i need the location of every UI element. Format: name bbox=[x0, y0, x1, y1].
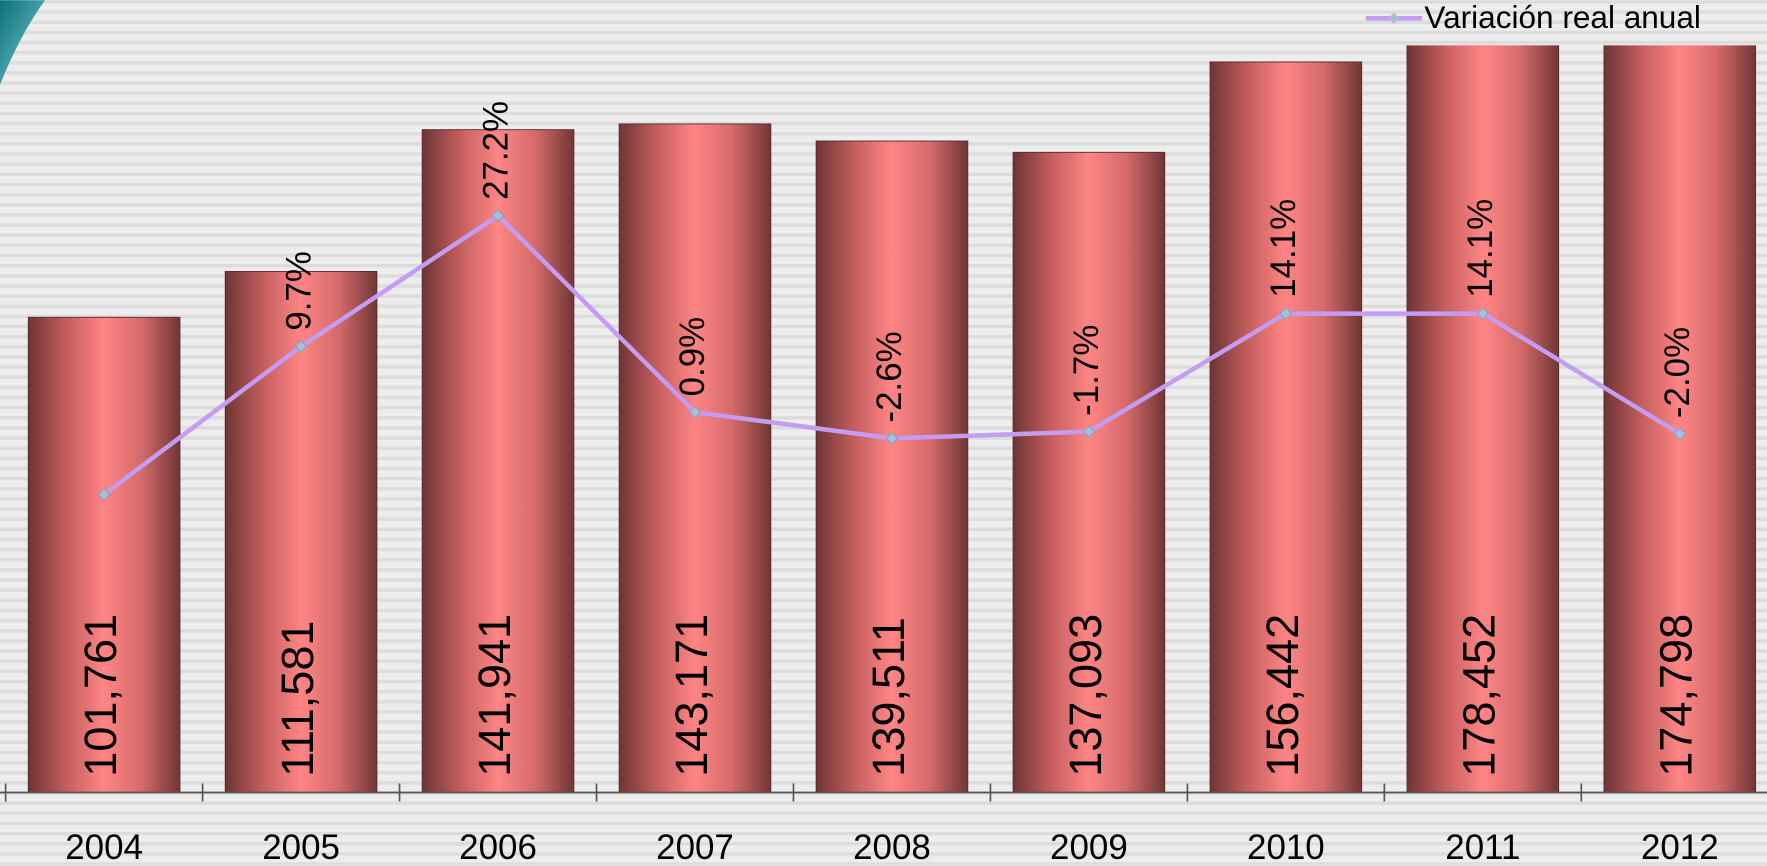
x-tick-label: 2009 bbox=[1050, 828, 1128, 866]
bar-value-label: 143,171 bbox=[666, 614, 717, 777]
bar bbox=[1406, 45, 1560, 793]
line-marker bbox=[1476, 307, 1490, 320]
corner-decoration bbox=[0, 0, 46, 85]
bar bbox=[1012, 151, 1166, 793]
x-tick-label: 2008 bbox=[853, 828, 931, 866]
bar bbox=[815, 140, 969, 793]
line-value-label: -2.6% bbox=[870, 331, 909, 422]
bar-value-label: 174,798 bbox=[1651, 614, 1702, 777]
line-value-label: -1.7% bbox=[1067, 325, 1106, 416]
line-marker bbox=[885, 431, 899, 445]
line-value-label: -2.0% bbox=[1658, 327, 1697, 418]
line-marker bbox=[294, 340, 308, 353]
bar-value-label: 111,581 bbox=[272, 621, 323, 777]
bar-value-label: 156,442 bbox=[1257, 614, 1308, 777]
line-value-label: 9.7% bbox=[279, 251, 318, 331]
bar bbox=[1603, 45, 1757, 793]
line-value-label: 14.1% bbox=[1264, 199, 1303, 298]
bar bbox=[224, 270, 378, 793]
line-value-label: 27.2% bbox=[476, 101, 515, 200]
bar bbox=[27, 316, 181, 793]
bar-value-label: 141,941 bbox=[469, 614, 520, 777]
line-marker bbox=[491, 209, 505, 223]
line-marker bbox=[1673, 427, 1687, 441]
bar bbox=[1209, 61, 1363, 793]
bar-value-label: 137,093 bbox=[1060, 614, 1111, 777]
x-tick-label: 2006 bbox=[459, 828, 537, 866]
bar-value-label: 101,761 bbox=[75, 614, 126, 777]
x-tick-label: 2012 bbox=[1641, 828, 1719, 866]
line-marker bbox=[97, 487, 111, 501]
bar-value-label: 139,511 bbox=[863, 617, 914, 777]
line-marker bbox=[1082, 425, 1096, 439]
legend-marker bbox=[1388, 12, 1400, 24]
x-tick-label: 2011 bbox=[1445, 828, 1520, 866]
line-marker bbox=[688, 405, 702, 419]
legend-label: Variación real anual bbox=[1424, 0, 1701, 35]
line-marker bbox=[1279, 307, 1293, 320]
bar bbox=[618, 123, 772, 793]
x-tick-label: 2007 bbox=[656, 828, 734, 866]
bar-value-label: 178,452 bbox=[1454, 614, 1505, 777]
line-value-label: 14.1% bbox=[1461, 199, 1500, 298]
x-tick-label: 2010 bbox=[1247, 828, 1325, 866]
x-tick-label: 2004 bbox=[65, 828, 143, 866]
plot-area bbox=[27, 45, 1757, 793]
x-tick-label: 2005 bbox=[262, 828, 340, 866]
bar bbox=[421, 129, 575, 793]
line-value-label: 0.9% bbox=[673, 317, 712, 397]
